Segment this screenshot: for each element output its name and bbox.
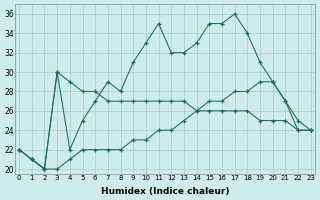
X-axis label: Humidex (Indice chaleur): Humidex (Indice chaleur) [101,187,229,196]
